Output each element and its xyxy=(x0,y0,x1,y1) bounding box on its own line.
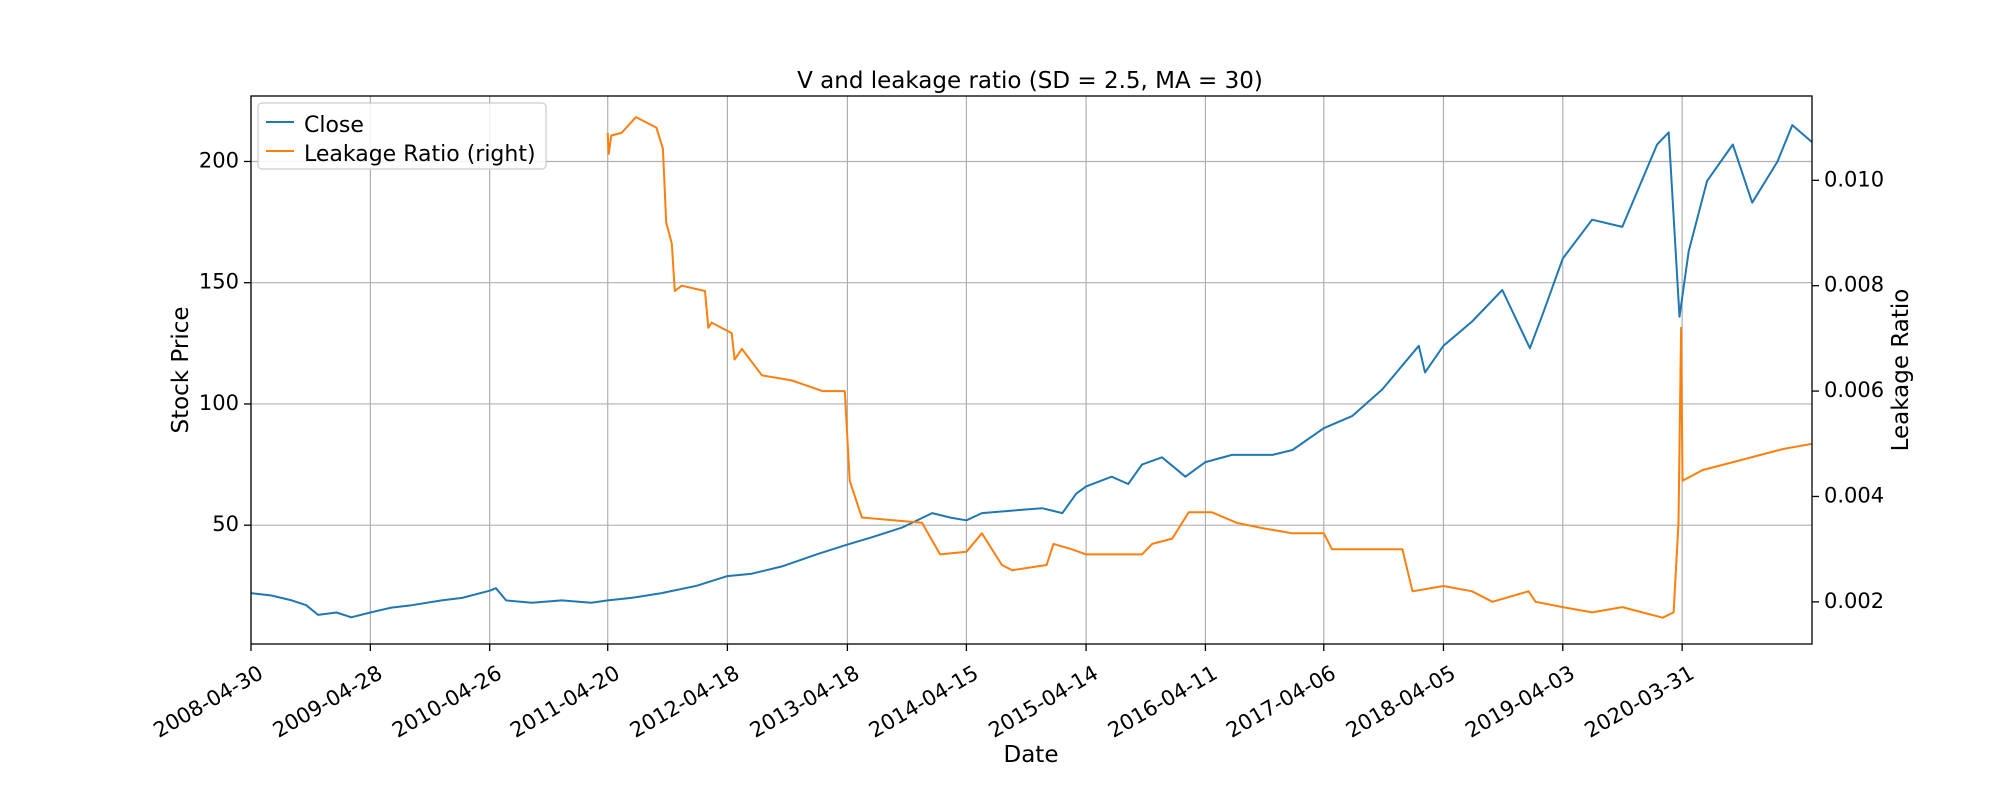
series-close-line xyxy=(250,124,1813,619)
tick-layer: 2008-04-30 2009-04-28 2010-04-26 2011-04-20… xyxy=(149,148,1884,742)
legend-label-leakage: Leakage Ratio (right) xyxy=(304,142,536,167)
x-tick-label: 2009-04-28 xyxy=(269,661,387,743)
series-leakage-ratio-line xyxy=(606,116,1813,619)
y-tick-label: 150 xyxy=(199,270,239,294)
y-right-tick-label: 0.002 xyxy=(1824,589,1884,613)
x-tick-label: 2012-04-18 xyxy=(626,661,744,743)
y-right-tick-label: 0.008 xyxy=(1824,273,1884,297)
plot-frame xyxy=(250,95,1813,645)
x-tick-label: 2020-03-31 xyxy=(1581,661,1699,743)
series-layer xyxy=(250,116,1813,619)
y-tick-label: 50 xyxy=(212,512,239,536)
y-tick-label: 200 xyxy=(199,148,239,172)
x-tick-label: 2013-04-18 xyxy=(746,661,864,743)
chart-title: V and leakage ratio (SD = 2.5, MA = 30) xyxy=(797,68,1263,94)
x-tick-label: 2019-04-03 xyxy=(1461,661,1579,743)
y-right-tick-label: 0.004 xyxy=(1824,483,1884,507)
x-tick-label: 2016-04-11 xyxy=(1104,661,1222,743)
y-tick-label: 100 xyxy=(199,391,239,415)
x-tick-label: 2017-04-06 xyxy=(1222,661,1340,743)
grid-lines xyxy=(250,96,1812,644)
y-right-tick-label: 0.006 xyxy=(1824,378,1884,402)
x-axis-label: Date xyxy=(1004,742,1059,768)
legend-label-close: Close xyxy=(304,113,364,138)
x-tick-label: 2014-04-15 xyxy=(865,661,983,743)
legend-box xyxy=(257,102,547,170)
y-axis-label-left: Stock Price xyxy=(168,306,194,433)
y-right-tick-label: 0.010 xyxy=(1824,167,1884,191)
x-tick-label: 2011-04-20 xyxy=(506,661,624,743)
x-tick-label: 2010-04-26 xyxy=(388,661,506,743)
x-tick-label: 2015-04-14 xyxy=(984,661,1102,743)
y-axis-label-right: Leakage Ratio xyxy=(1888,289,1914,452)
x-tick-label: 2018-04-05 xyxy=(1342,661,1460,743)
x-tick-label: 2008-04-30 xyxy=(149,661,267,743)
legend: Close Leakage Ratio (right) xyxy=(257,102,547,170)
